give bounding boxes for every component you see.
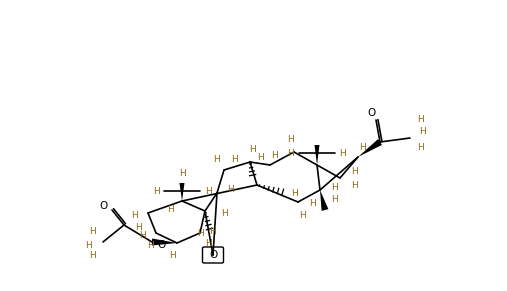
Text: H: H	[205, 187, 211, 196]
Text: H: H	[131, 210, 137, 219]
Text: H: H	[212, 155, 220, 164]
Text: H: H	[340, 148, 346, 157]
Text: H: H	[292, 189, 299, 198]
Text: H: H	[222, 208, 228, 217]
Text: H: H	[90, 251, 96, 260]
Text: H: H	[257, 152, 263, 162]
Text: H: H	[167, 205, 173, 214]
Text: O: O	[157, 240, 165, 250]
Text: H: H	[287, 148, 295, 157]
Text: H: H	[136, 223, 142, 232]
Text: H: H	[209, 226, 216, 235]
Text: H: H	[309, 200, 315, 208]
Text: H: H	[331, 184, 337, 193]
Text: H: H	[351, 182, 357, 191]
Text: H: H	[249, 146, 257, 155]
Text: O: O	[368, 108, 376, 118]
Text: H: H	[231, 155, 237, 164]
Text: H: H	[417, 143, 423, 152]
Polygon shape	[314, 145, 319, 165]
Text: H: H	[138, 232, 146, 240]
Text: H: H	[331, 196, 337, 205]
Text: H: H	[205, 239, 211, 248]
Text: H: H	[287, 136, 295, 145]
Text: H: H	[147, 240, 154, 249]
Polygon shape	[358, 139, 382, 157]
Text: H: H	[178, 169, 186, 178]
Text: H: H	[272, 150, 278, 159]
Text: O: O	[209, 250, 217, 260]
Text: H: H	[359, 143, 367, 152]
Text: H: H	[419, 127, 425, 136]
Polygon shape	[320, 190, 329, 211]
Text: O: O	[99, 201, 107, 211]
Text: H: H	[228, 185, 234, 194]
Text: H: H	[417, 116, 423, 125]
Polygon shape	[179, 183, 185, 201]
Text: H: H	[197, 228, 203, 237]
Text: H: H	[153, 187, 159, 196]
Text: H: H	[169, 251, 175, 260]
Text: H: H	[351, 168, 357, 177]
Text: H: H	[90, 228, 96, 237]
FancyBboxPatch shape	[202, 247, 224, 263]
Text: H: H	[86, 240, 92, 249]
Polygon shape	[152, 239, 177, 246]
Text: H: H	[300, 210, 306, 219]
